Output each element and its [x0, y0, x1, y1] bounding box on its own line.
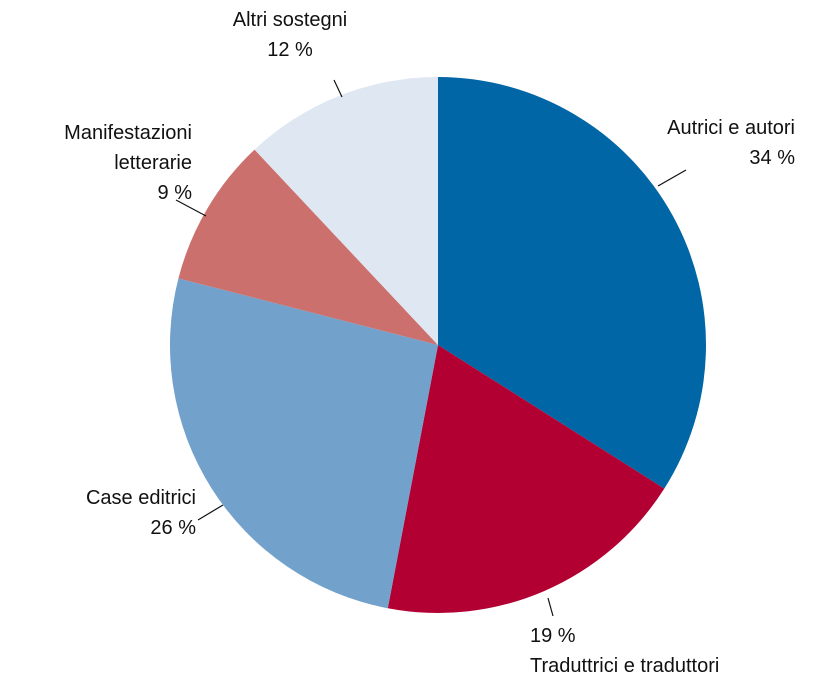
pie-slice	[438, 77, 706, 489]
slice-label: Case editrici 26 %	[0, 483, 196, 543]
category-label: Altri sostegni	[232, 9, 348, 31]
leader-line	[333, 79, 343, 98]
value-label: 12 %	[267, 39, 313, 61]
slice-label: Manifestazioni letterarie 9 %	[0, 118, 192, 208]
pie-slice	[387, 345, 665, 614]
slice-label: Altri sostegni 12 %	[190, 5, 390, 65]
category-label: Case editrici	[85, 487, 196, 509]
category-label: Manifestazioni letterarie	[64, 122, 192, 174]
category-label: Autrici e autori	[667, 117, 795, 139]
pie-slice	[178, 149, 438, 345]
leader-line	[547, 597, 554, 617]
category-label: Traduttrici e traduttori	[530, 655, 720, 677]
leader-line	[197, 504, 224, 521]
value-label: 9 %	[157, 182, 192, 204]
leader-line	[657, 169, 687, 187]
leader-line	[175, 199, 207, 217]
value-label: 34 %	[749, 147, 795, 169]
pie-slice	[169, 278, 438, 609]
pie-slice	[254, 77, 438, 345]
slice-label: Autrici e autori 34 %	[600, 113, 795, 173]
value-label: 26 %	[150, 517, 196, 539]
value-label: 19 %	[530, 625, 576, 647]
slice-label: 19 % Traduttrici e traduttori	[530, 621, 820, 681]
